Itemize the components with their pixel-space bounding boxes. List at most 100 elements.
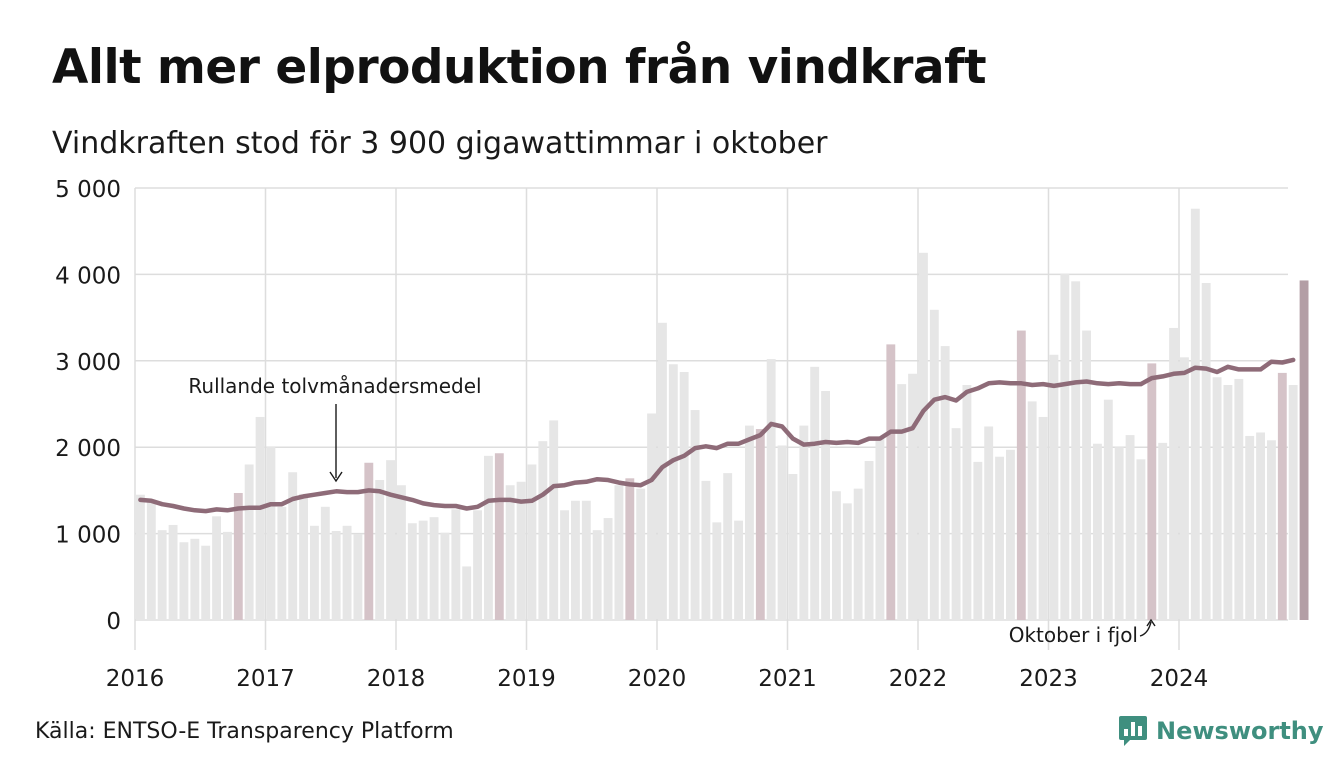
bar: [919, 252, 928, 621]
bar: [995, 456, 1004, 620]
bar: [1136, 459, 1146, 620]
bar: [734, 520, 743, 620]
bar: [179, 542, 189, 620]
bar: [940, 346, 950, 620]
y-tick-label: 4 000: [55, 263, 121, 289]
bar: [679, 372, 689, 620]
bar: [407, 523, 417, 620]
bar: [658, 322, 667, 620]
x-tick-label: 2016: [106, 666, 165, 692]
chart-title: Allt mer elproduktion från vindkraft: [52, 40, 987, 95]
bar: [625, 478, 635, 620]
axis-layer: 0 1 000 2 000 3 000 4 000 5 000 2016 2017 2018 20…: [55, 177, 1208, 692]
line-layer: [138, 357, 1296, 514]
bar: [1038, 416, 1048, 620]
bar: [1114, 447, 1124, 620]
grid-layer: [134, 187, 1288, 650]
bar: [255, 416, 265, 620]
bar: [190, 538, 200, 620]
bar: [1169, 327, 1178, 620]
y-tick-label: 0: [106, 609, 121, 635]
bar: [842, 503, 852, 620]
bar: [310, 525, 319, 620]
y-tick-label: 1 000: [55, 523, 121, 549]
bar: [1093, 443, 1102, 620]
y-tick-label: 3 000: [55, 350, 121, 376]
bar: [777, 445, 787, 620]
bar: [375, 480, 385, 620]
bar: [212, 516, 221, 620]
bar: [832, 491, 841, 620]
bar: [821, 391, 830, 620]
bar: [277, 506, 287, 620]
bar: [810, 366, 820, 620]
annotation-last-october: Oktober i fjol: [1009, 623, 1138, 647]
bar: [1049, 354, 1059, 620]
chart-subtitle: Vindkraften stod för 3 900 gigawattimmar…: [52, 126, 828, 161]
bar: [473, 510, 482, 620]
source-note: Källa: ENTSO-E Transparency Platform: [35, 719, 454, 744]
bar: [1190, 208, 1200, 620]
bar: [1147, 363, 1157, 620]
bar: [223, 531, 232, 620]
bar: [668, 364, 678, 620]
bar: [1256, 432, 1265, 620]
bar: [592, 530, 602, 620]
bar: [1299, 280, 1309, 620]
bar: [973, 461, 983, 620]
x-tick-label: 2023: [1019, 666, 1078, 692]
bar: [712, 522, 722, 620]
bar: [1180, 357, 1189, 620]
bar: [1158, 442, 1168, 620]
bar: [331, 531, 341, 620]
y-tick-label: 2 000: [55, 436, 121, 462]
bar: [364, 462, 374, 620]
bar: [451, 509, 461, 620]
bar: [146, 500, 156, 620]
bar: [571, 500, 580, 620]
bar: [984, 426, 994, 620]
bar: [1071, 281, 1081, 620]
bar: [1277, 372, 1287, 620]
bar: [1212, 377, 1222, 620]
bar: [233, 492, 243, 620]
bar: [788, 473, 798, 620]
bar: [1223, 384, 1233, 620]
bar: [353, 534, 363, 620]
bar: [929, 309, 939, 620]
bar: [386, 460, 395, 620]
bar: [1125, 435, 1135, 620]
bar: [1234, 378, 1244, 620]
bar: [397, 485, 406, 620]
wind-power-chart: 0 1 000 2 000 3 000 4 000 5 000 2016 2017 2018 20…: [55, 177, 1309, 692]
x-tick-label: 2018: [367, 666, 426, 692]
bar: [908, 373, 917, 620]
bar: [581, 500, 591, 620]
bar: [418, 520, 428, 620]
bar: [745, 425, 754, 620]
annotation-layer: Rullande tolvmånadersmedel Oktober i fjol: [188, 374, 1156, 647]
x-tick-label: 2020: [628, 666, 687, 692]
bar: [603, 518, 613, 620]
bar: [723, 473, 733, 620]
bar-layer: [136, 208, 1309, 621]
bar: [962, 384, 972, 620]
bar: [799, 425, 809, 620]
bar: [1027, 401, 1037, 620]
brand-name: Newsworthy: [1156, 717, 1324, 745]
bar: [484, 455, 493, 620]
bar: [462, 566, 472, 620]
x-tick-label: 2021: [758, 666, 817, 692]
annotation-arrowhead: [329, 471, 343, 483]
bar: [853, 488, 863, 620]
bar: [320, 506, 330, 620]
bar: [1082, 330, 1091, 620]
bar: [527, 464, 537, 620]
bar: [951, 428, 961, 620]
annotation-arrowhead: [1146, 618, 1156, 627]
bar: [157, 530, 167, 620]
bar: [538, 441, 548, 620]
bar: [886, 344, 896, 620]
bar: [1103, 399, 1113, 620]
bar: [647, 413, 656, 620]
